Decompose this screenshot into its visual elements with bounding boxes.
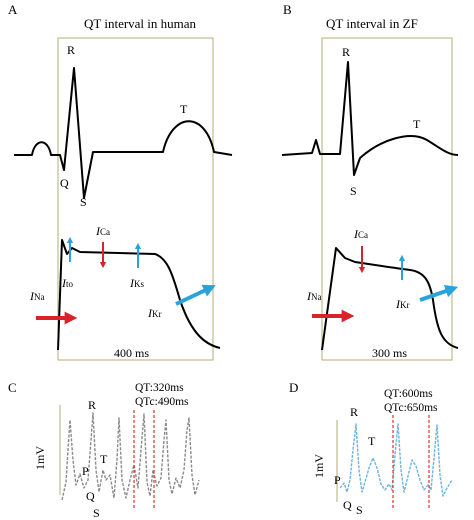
panel-c-ylabel: 1mV <box>33 446 47 470</box>
panel-b-ecg-r: R <box>342 45 350 59</box>
panel-d-t-label: T <box>368 434 376 448</box>
panel-c-p-label: P <box>82 464 89 478</box>
panel-b-duration: 300 ms <box>372 346 407 360</box>
panel-a-ecg-t: T <box>180 102 188 116</box>
panel-c-t-label: T <box>100 452 108 466</box>
panel-d-qt: QT:600ms <box>384 388 433 400</box>
panel-a-ito-label: Ito <box>61 276 74 290</box>
panel-c-s-label: S <box>93 506 100 520</box>
panel-a-ecg-q: Q <box>60 176 69 190</box>
panel-b-action-potential <box>321 247 459 351</box>
panel-a-iks-label: IKs <box>129 276 144 290</box>
panel-c-ecg-trace <box>61 412 200 501</box>
panel-c-qtc: QTc:490ms <box>135 396 189 408</box>
panel-c-letter: C <box>8 380 17 395</box>
panel-c-q-label: Q <box>86 489 95 503</box>
panel-d-ylabel: 1mV <box>312 454 326 478</box>
panel-d-q-label: Q <box>343 498 352 512</box>
panel-a-ina-label: INa <box>29 289 45 303</box>
panel-d-s-label: S <box>356 503 363 517</box>
panel-a-duration: 400 ms <box>114 346 149 360</box>
panel-d: D QT:600ms QTc:650ms 1mV R T P Q S <box>289 380 453 517</box>
panel-b-ica-label: ICa <box>353 227 368 241</box>
panel-a-letter: A <box>8 2 18 17</box>
panel-b-ecg-t: T <box>413 117 421 131</box>
panel-c-qt: QT:320ms <box>135 382 184 394</box>
panel-b-ecg-s: S <box>350 184 357 198</box>
panel-a-ecg-s: S <box>80 195 87 209</box>
panel-b-letter: B <box>283 2 292 17</box>
panel-d-letter: D <box>289 380 298 395</box>
panel-d-p-label: P <box>334 473 341 487</box>
panel-c: C QT:320ms QTc:490ms 1mV R T P Q S <box>8 380 200 520</box>
panel-d-qtc: QTc:650ms <box>384 402 438 414</box>
panel-a-ikr-label: IKr <box>147 306 162 320</box>
panel-b-ecg-trace <box>281 61 459 176</box>
panel-a-ecg-trace <box>14 67 233 199</box>
panel-b-title: QT interval in ZF <box>326 16 418 31</box>
panel-a-ecg-r: R <box>67 43 75 57</box>
panel-d-ecg-trace <box>339 423 453 497</box>
panel-a-action-potential <box>57 239 221 351</box>
panel-b-ikr-label: IKr <box>395 297 410 311</box>
panel-a-ica-label: ICa <box>95 224 110 238</box>
panel-a-ikr-arrow <box>175 284 216 306</box>
panel-b: B QT interval in ZF R S T INa ICa IKr 30… <box>281 2 459 361</box>
panel-b-ina-label: INa <box>306 289 322 303</box>
panel-b-qt-box <box>321 37 453 361</box>
panel-a-title: QT interval in human <box>84 16 197 31</box>
panel-c-r-label: R <box>88 398 96 412</box>
panel-d-r-label: R <box>350 405 358 419</box>
panel-a-qt-box <box>57 37 214 361</box>
panel-b-ikr-arrow <box>419 285 459 302</box>
panel-a: A QT interval in human R Q S T INa Ito I… <box>8 2 233 361</box>
